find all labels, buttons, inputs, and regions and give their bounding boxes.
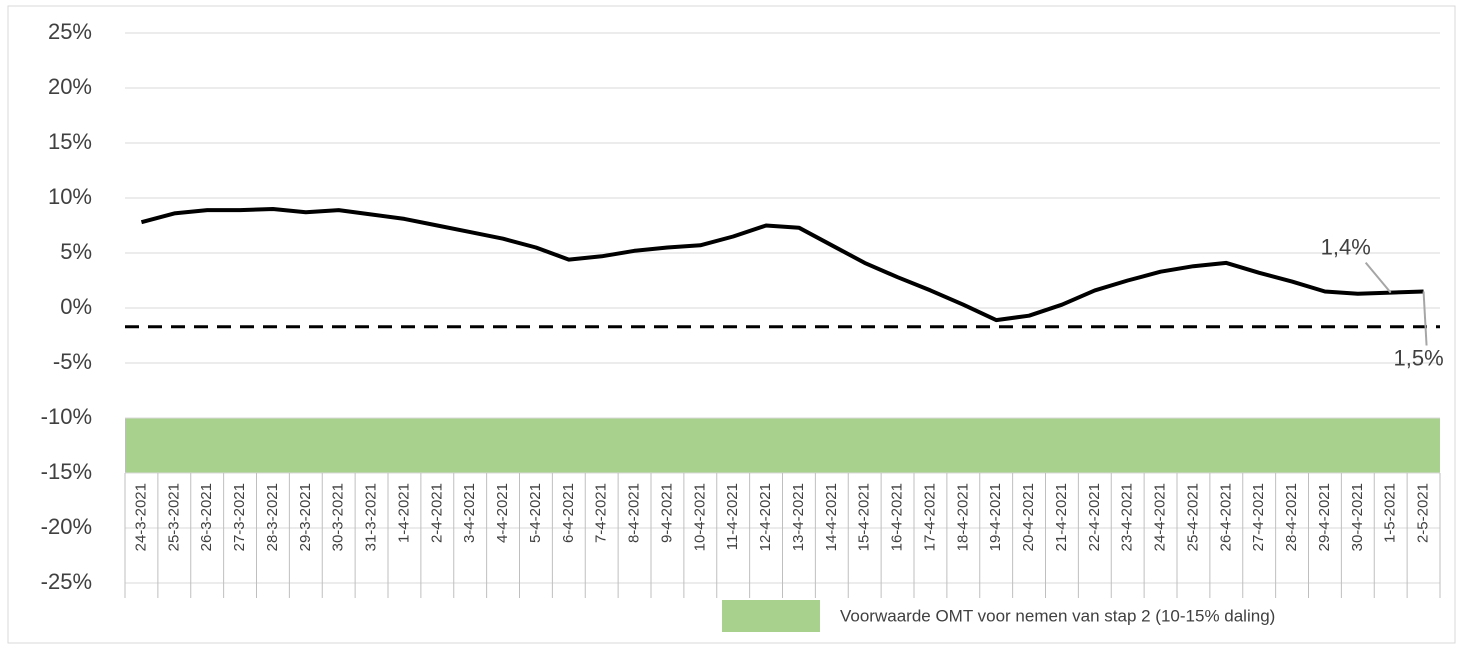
- x-tick-label: 19-4-2021: [987, 483, 1004, 551]
- x-tick-label: 8-4-2021: [626, 483, 643, 543]
- x-tick-label: 2-5-2021: [1415, 483, 1432, 543]
- x-tick-label: 1-4-2021: [395, 483, 412, 543]
- y-tick-label: -25%: [41, 569, 92, 594]
- x-tick-label: 11-4-2021: [724, 483, 741, 550]
- data-label: 1,5%: [1393, 345, 1443, 370]
- x-tick-label: 9-4-2021: [658, 483, 675, 543]
- y-tick-label: -20%: [41, 514, 92, 539]
- x-tick-label: 10-4-2021: [691, 483, 708, 551]
- target-band: [125, 418, 1440, 473]
- x-tick-label: 4-4-2021: [494, 483, 511, 543]
- x-tick-label: 12-4-2021: [757, 483, 774, 551]
- x-tick-label: 5-4-2021: [527, 483, 544, 543]
- data-label: 1,4%: [1321, 234, 1371, 259]
- x-tick-label: 20-4-2021: [1020, 483, 1037, 551]
- x-tick-label: 27-4-2021: [1250, 483, 1267, 551]
- label-leader: [1422, 291, 1428, 346]
- x-tick-label: 31-3-2021: [363, 483, 380, 551]
- y-tick-label: -15%: [41, 459, 92, 484]
- legend-label: Voorwaarde OMT voor nemen van stap 2 (10…: [840, 606, 1275, 625]
- x-tick-label: 21-4-2021: [1053, 483, 1070, 551]
- x-tick-label: 17-4-2021: [921, 483, 938, 551]
- x-tick-label: 18-4-2021: [954, 483, 971, 551]
- x-tick-label: 1-5-2021: [1382, 483, 1399, 543]
- y-tick-label: 0%: [60, 294, 92, 319]
- x-tick-label: 24-4-2021: [1152, 483, 1169, 551]
- x-tick-label: 24-3-2021: [132, 483, 149, 551]
- y-tick-label: -10%: [41, 404, 92, 429]
- x-tick-label: 16-4-2021: [889, 483, 906, 551]
- x-tick-label: 28-4-2021: [1283, 483, 1300, 551]
- x-tick-label: 29-3-2021: [297, 483, 314, 551]
- x-tick-label: 26-4-2021: [1217, 483, 1234, 551]
- y-tick-label: 15%: [48, 129, 92, 154]
- x-tick-label: 14-4-2021: [823, 483, 840, 551]
- chart-frame: [7, 5, 1456, 644]
- x-tick-label: 30-3-2021: [330, 483, 347, 551]
- y-tick-label: 5%: [60, 239, 92, 264]
- x-tick-label: 27-3-2021: [231, 483, 248, 551]
- y-tick-label: 20%: [48, 74, 92, 99]
- x-tick-label: 30-4-2021: [1349, 483, 1366, 551]
- x-tick-label: 22-4-2021: [1086, 483, 1103, 551]
- data-line: [140, 207, 1424, 323]
- x-tick-label: 25-4-2021: [1184, 483, 1201, 551]
- y-tick-label: 25%: [48, 19, 92, 44]
- x-tick-label: 26-3-2021: [198, 483, 215, 551]
- x-tick-label: 13-4-2021: [790, 483, 807, 551]
- y-tick-label: 10%: [48, 184, 92, 209]
- x-tick-label: 15-4-2021: [856, 483, 873, 551]
- x-tick-label: 2-4-2021: [428, 483, 445, 543]
- x-tick-label: 3-4-2021: [461, 483, 478, 543]
- x-tick-label: 23-4-2021: [1119, 483, 1136, 551]
- label-leader: [1364, 261, 1392, 294]
- legend-swatch: [722, 600, 820, 632]
- y-tick-label: -5%: [53, 349, 92, 374]
- x-tick-label: 29-4-2021: [1316, 483, 1333, 551]
- x-tick-label: 7-4-2021: [593, 483, 610, 543]
- x-tick-label: 6-4-2021: [560, 483, 577, 543]
- x-tick-label: 28-3-2021: [264, 483, 281, 551]
- x-tick-label: 25-3-2021: [165, 483, 182, 551]
